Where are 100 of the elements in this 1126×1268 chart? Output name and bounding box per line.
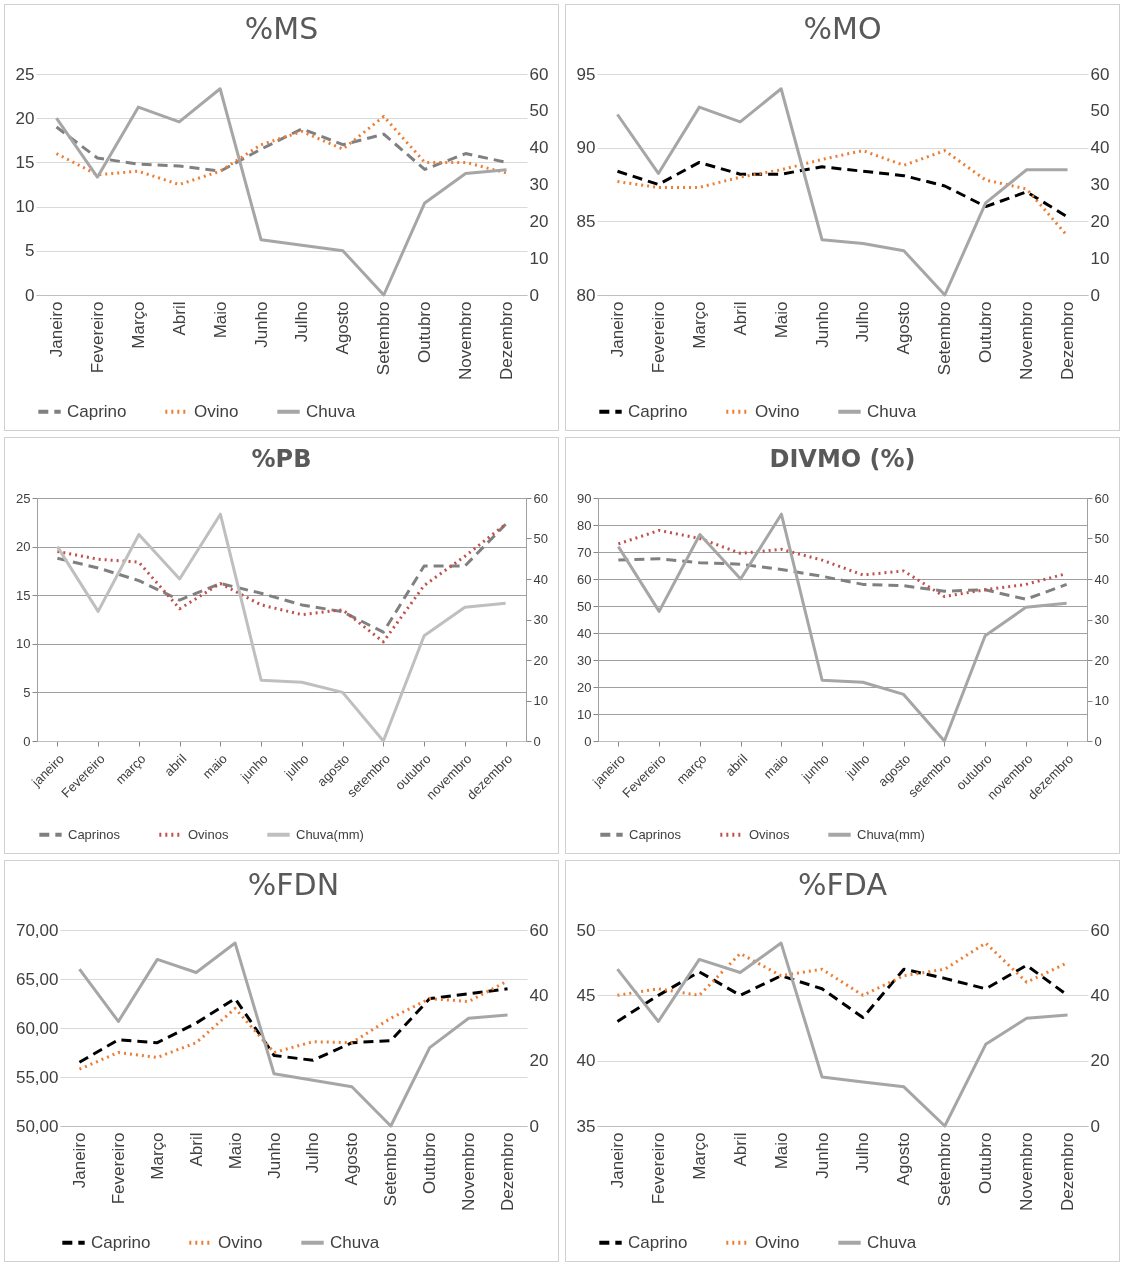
x-tick-label: Janeiro bbox=[69, 1132, 89, 1189]
y-tick-label: 30 bbox=[577, 652, 592, 668]
y-tick-label: 65,00 bbox=[15, 969, 59, 989]
y-tick-label: 70 bbox=[577, 544, 592, 560]
y-tick-label: 45 bbox=[576, 985, 596, 1005]
x-tick-label: Maio bbox=[771, 1132, 791, 1170]
legend-label: Chuva bbox=[867, 1232, 917, 1252]
y2-tick-label: 10 bbox=[533, 693, 548, 708]
y-tick-label: 50 bbox=[576, 920, 596, 940]
y2-tick-label: 60 bbox=[529, 64, 549, 84]
x-tick-label: Agosto bbox=[894, 301, 914, 355]
y-tick-label: 90 bbox=[577, 490, 592, 506]
legend-label: Caprino bbox=[91, 1232, 151, 1252]
x-tick-label: Fevereiro bbox=[87, 301, 107, 374]
y-tick-label: 35 bbox=[576, 1116, 596, 1136]
x-tick-label: Junho bbox=[251, 301, 271, 348]
y2-tick-label: 0 bbox=[529, 1116, 539, 1136]
x-tick-label: Novembro bbox=[456, 301, 476, 380]
y2-tick-label: 30 bbox=[533, 612, 548, 627]
x-tick-label: Janeiro bbox=[607, 1132, 627, 1189]
y-tick-label: 25 bbox=[15, 64, 35, 84]
x-tick-label: Março bbox=[689, 301, 709, 349]
y-tick-label: 15 bbox=[16, 587, 31, 603]
y-tick-label: 85 bbox=[576, 211, 596, 231]
x-tick-label: Julho bbox=[853, 1132, 873, 1174]
y-tick-label: 10 bbox=[15, 197, 35, 217]
y2-tick-label: 60 bbox=[533, 490, 548, 506]
y2-tick-label: 50 bbox=[1094, 531, 1109, 546]
x-tick-label: Maio bbox=[771, 301, 791, 339]
x-tick-label: Setembro bbox=[381, 1132, 401, 1207]
chart-title: %PB bbox=[251, 445, 312, 473]
x-tick-label: Maio bbox=[210, 301, 230, 339]
x-tick-label: Novembro bbox=[1017, 1132, 1037, 1211]
line-series bbox=[615, 87, 1070, 297]
y2-tick-label: 40 bbox=[1090, 138, 1110, 158]
legend-label: Caprino bbox=[628, 1232, 688, 1252]
legend-label: Chuva(mm) bbox=[857, 826, 925, 842]
line-series bbox=[615, 941, 1070, 1128]
x-tick-label: Março bbox=[689, 1132, 709, 1180]
x-tick-label: Dezembro bbox=[1058, 1132, 1078, 1211]
x-tick-label: Abril bbox=[186, 1132, 206, 1167]
x-tick-label: abril bbox=[722, 751, 751, 780]
y-tick-label: 55,00 bbox=[15, 1067, 59, 1087]
x-tick-label: Dezembro bbox=[497, 301, 517, 380]
y-tick-label: 20 bbox=[16, 539, 31, 555]
line-series bbox=[77, 941, 510, 1128]
x-tick-label: Julho bbox=[853, 301, 873, 343]
line-series bbox=[54, 87, 509, 297]
y-tick-label: 20 bbox=[15, 108, 35, 128]
y2-tick-label: 10 bbox=[1090, 248, 1110, 268]
y2-tick-label: 50 bbox=[1090, 101, 1110, 121]
y2-tick-label: 50 bbox=[529, 101, 549, 121]
legend-label: Chuva bbox=[306, 401, 356, 421]
legend-label: Caprinos bbox=[68, 826, 121, 842]
x-tick-label: Março bbox=[147, 1132, 167, 1180]
x-tick-label: Dezembro bbox=[498, 1132, 518, 1211]
x-tick-label: Outubro bbox=[415, 301, 435, 363]
legend-label: Ovinos bbox=[188, 826, 229, 842]
legend-label: Ovino bbox=[194, 401, 239, 421]
y2-tick-label: 0 bbox=[1094, 733, 1102, 749]
y2-tick-label: 20 bbox=[533, 652, 548, 668]
x-tick-label: Agosto bbox=[342, 1132, 362, 1186]
y2-tick-label: 10 bbox=[1094, 693, 1109, 708]
y2-tick-label: 20 bbox=[529, 211, 549, 231]
x-tick-label: Outubro bbox=[976, 301, 996, 363]
x-tick-label: Abril bbox=[730, 301, 750, 336]
legend-label: Ovinos bbox=[749, 826, 790, 842]
x-tick-label: Janeiro bbox=[46, 301, 66, 358]
y2-tick-label: 20 bbox=[1090, 211, 1110, 231]
line-series bbox=[77, 987, 510, 1064]
y-tick-label: 50 bbox=[577, 598, 592, 614]
y2-tick-label: 0 bbox=[529, 285, 539, 305]
line-series bbox=[54, 114, 509, 186]
x-tick-label: Setembro bbox=[935, 301, 955, 376]
legend-label: Ovino bbox=[755, 1232, 800, 1252]
x-tick-label: Janeiro bbox=[607, 301, 627, 358]
x-tick-label: Abril bbox=[169, 301, 189, 336]
y2-tick-label: 20 bbox=[1090, 1051, 1110, 1071]
y-tick-label: 90 bbox=[576, 138, 596, 158]
x-tick-label: Maio bbox=[225, 1132, 245, 1170]
y2-tick-label: 50 bbox=[533, 531, 548, 546]
y2-tick-label: 30 bbox=[529, 175, 549, 194]
x-tick-label: Novembro bbox=[1017, 301, 1037, 380]
x-tick-label: Fevereiro bbox=[648, 1132, 668, 1205]
line-series bbox=[616, 557, 1069, 601]
chart-title: DIVMO (%) bbox=[769, 445, 916, 473]
legend-label: Caprino bbox=[67, 401, 127, 421]
y2-tick-label: 60 bbox=[1090, 64, 1110, 84]
y-tick-label: 80 bbox=[576, 285, 596, 305]
legend-label: Ovino bbox=[218, 1232, 263, 1252]
y-tick-label: 0 bbox=[25, 285, 35, 305]
x-tick-label: Agosto bbox=[333, 301, 353, 355]
y-tick-label: 15 bbox=[15, 152, 35, 172]
y-tick-label: 70,00 bbox=[15, 920, 59, 940]
y-tick-label: 95 bbox=[576, 64, 596, 84]
x-tick-label: Fevereiro bbox=[648, 301, 668, 374]
x-tick-label: Julho bbox=[303, 1132, 323, 1174]
y2-tick-label: 30 bbox=[1090, 175, 1110, 194]
y-tick-label: 10 bbox=[16, 636, 31, 652]
y2-tick-label: 60 bbox=[1094, 490, 1109, 506]
